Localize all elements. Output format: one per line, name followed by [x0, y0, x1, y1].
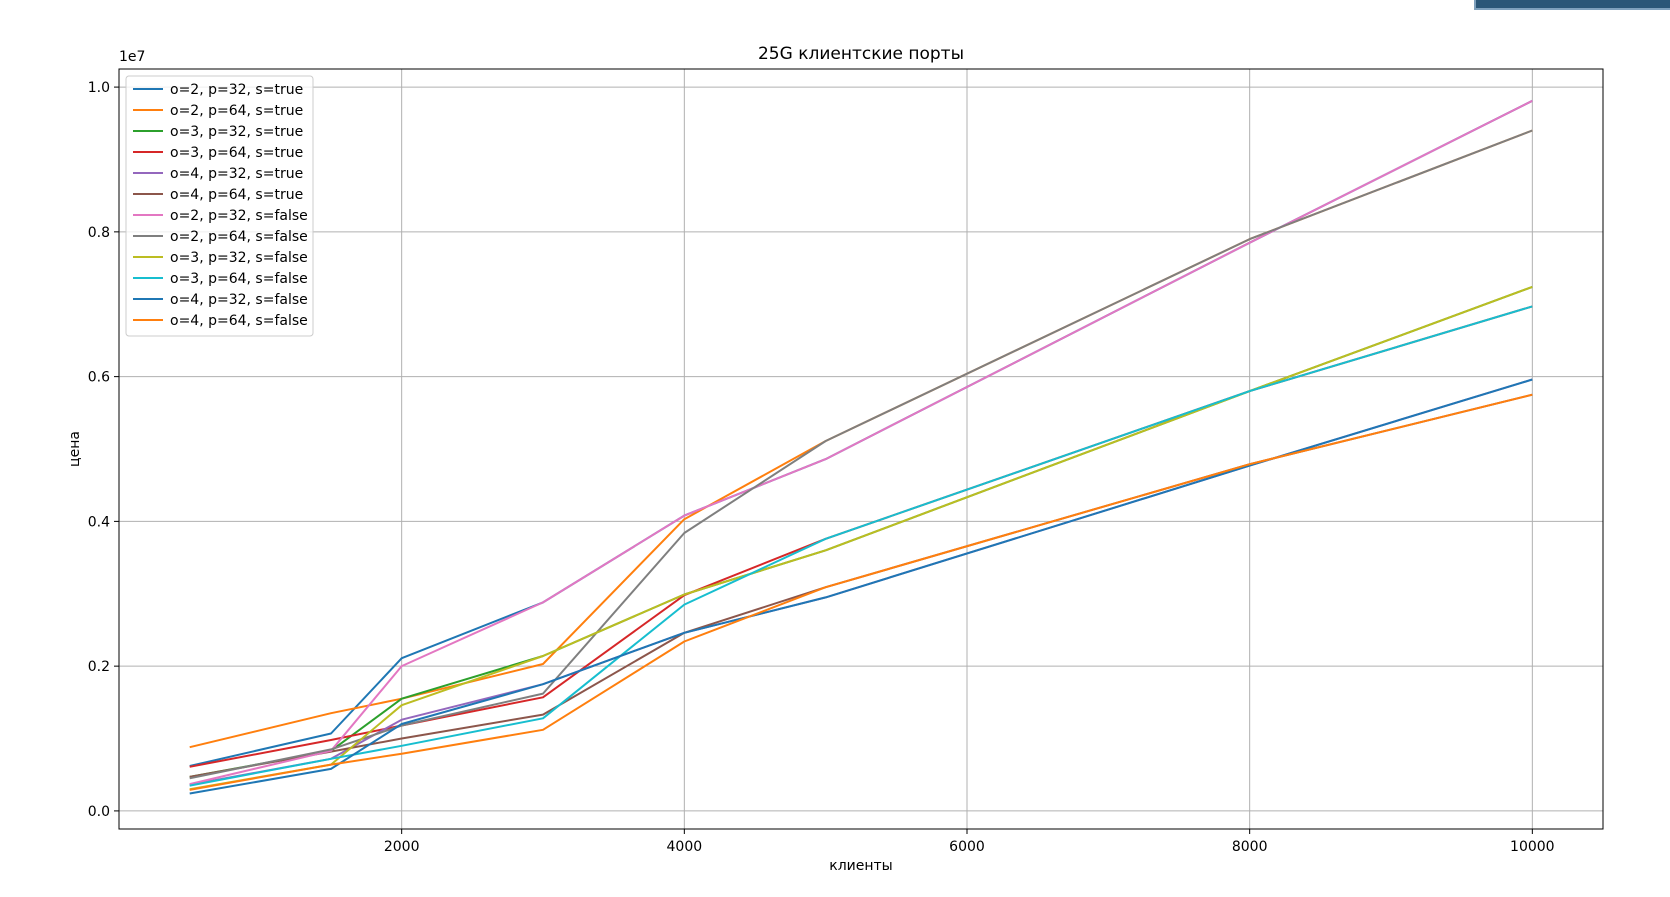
chart-title: 25G клиентские порты — [758, 44, 964, 64]
x-tick-label: 8000 — [1232, 839, 1268, 855]
axis-ticks: 2000 4000 6000 8000 10000 0.0 0.2 0.4 0.6 0.8 1.0 — [88, 80, 1555, 855]
y-tick-label: 1.0 — [88, 80, 110, 96]
y-axis-offset-label: 1e7 — [119, 49, 145, 65]
y-tick-label: 0.6 — [88, 370, 110, 386]
legend-label: o=4, p=32, s=false — [170, 292, 308, 308]
series-line-10 — [189, 305, 1533, 787]
legend-label: o=3, p=32, s=true — [170, 124, 303, 140]
x-tick-label: 4000 — [667, 839, 703, 855]
legend-label: o=3, p=64, s=false — [170, 271, 308, 287]
legend-label: o=2, p=32, s=true — [170, 82, 303, 98]
legend-label: o=2, p=64, s=true — [170, 103, 303, 119]
legend-box — [125, 75, 314, 337]
legend-label: o=4, p=64, s=true — [170, 187, 303, 203]
plot-area-frame — [118, 68, 1604, 830]
x-axis-label: клиенты — [829, 858, 892, 874]
grid-lines — [119, 69, 1603, 829]
x-tick-label: 6000 — [949, 839, 985, 855]
legend-label: o=3, p=64, s=true — [170, 145, 303, 161]
y-tick-label: 0.0 — [88, 804, 110, 820]
series-line-12 — [189, 393, 1533, 791]
window-corner-strip — [1474, 0, 1670, 10]
series-line-9 — [189, 285, 1533, 791]
x-tick-label: 2000 — [384, 839, 420, 855]
legend-label: o=3, p=32, s=false — [170, 250, 308, 266]
y-tick-label: 0.2 — [88, 659, 110, 675]
series-line-11 — [189, 378, 1533, 795]
legend-label: o=2, p=32, s=false — [170, 208, 308, 224]
x-tick-label: 10000 — [1510, 839, 1555, 855]
legend-label: o=4, p=64, s=false — [170, 313, 308, 329]
legend: o=2, p=32, s=true o=2, p=64, s=true o=3, p… — [125, 75, 314, 337]
series-line-2 — [189, 129, 1533, 749]
y-axis-label: цена — [67, 431, 83, 467]
series-line-7 — [189, 99, 1533, 786]
legend-label: o=4, p=32, s=true — [170, 166, 303, 182]
series-lines — [189, 99, 1533, 795]
series-line-8 — [189, 129, 1533, 780]
y-tick-label: 0.8 — [88, 225, 110, 241]
legend-label: o=2, p=64, s=false — [170, 229, 308, 245]
y-tick-label: 0.4 — [88, 514, 110, 530]
